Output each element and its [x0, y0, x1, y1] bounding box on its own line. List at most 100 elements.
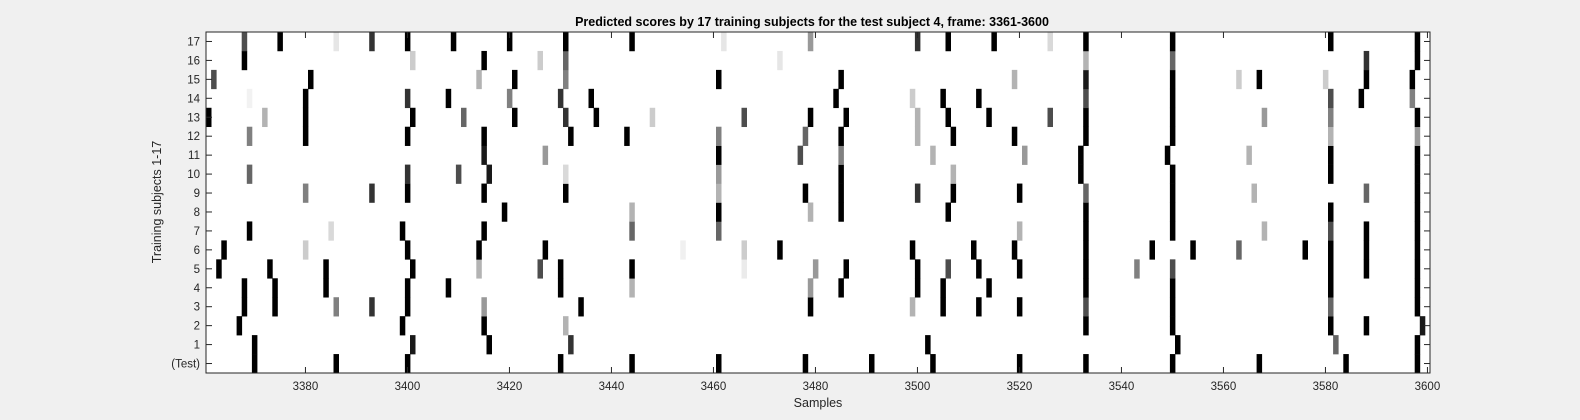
heatmap-cell	[1328, 316, 1334, 336]
heatmap-cell	[930, 354, 936, 374]
heatmap-cell	[950, 183, 957, 203]
heatmap-cell	[1328, 145, 1334, 165]
heatmap-cell	[445, 88, 452, 109]
heatmap-cell	[945, 202, 951, 222]
y-tick-label: 8	[194, 207, 200, 219]
heatmap-cell	[481, 221, 487, 241]
heatmap-cell	[506, 32, 513, 52]
heatmap-cell	[563, 164, 569, 184]
heatmap-cell	[950, 164, 957, 184]
heatmap-cell	[1083, 221, 1089, 241]
y-tick-label: 12	[187, 131, 200, 143]
heatmap-cell	[1164, 145, 1171, 165]
heatmap-cell	[838, 164, 844, 184]
y-tick-label: 15	[187, 74, 200, 86]
heatmap-cell	[1409, 69, 1416, 90]
heatmap-cell	[241, 32, 248, 52]
heatmap-cell	[1083, 202, 1089, 222]
heatmap-cell	[909, 88, 916, 109]
heatmap-cell	[1414, 107, 1421, 128]
heatmap-cell	[1414, 335, 1421, 355]
heatmap-cell	[333, 354, 339, 374]
heatmap-cell	[404, 278, 411, 298]
x-tick-label: 3480	[803, 381, 829, 393]
x-axis-label: Samples	[794, 396, 843, 410]
heatmap-cell	[1414, 354, 1421, 374]
heatmap-cell	[557, 259, 564, 279]
heatmap-cell	[1083, 50, 1089, 71]
heatmap-cell	[1011, 126, 1018, 146]
heatmap-cell	[267, 259, 273, 279]
heatmap-cell	[1047, 107, 1053, 128]
heatmap-cell	[1256, 354, 1263, 374]
heatmap-cell	[1414, 145, 1421, 165]
heatmap-cell	[629, 259, 635, 279]
y-axis-label: Training subjects 1-17	[150, 141, 164, 264]
y-tick-label: 9	[194, 188, 200, 200]
x-tick-label: 3400	[395, 381, 421, 393]
heatmap-cell	[807, 297, 814, 317]
heatmap-cell	[1363, 69, 1370, 90]
x-tick-label: 3580	[1313, 381, 1339, 393]
heatmap-cell	[1246, 145, 1252, 165]
heatmap-cell	[802, 183, 809, 203]
heatmap-cell	[251, 335, 258, 355]
heatmap-cell	[369, 183, 375, 203]
heatmap-cell	[807, 202, 814, 222]
x-tick-label: 3500	[905, 381, 931, 393]
heatmap-cell	[741, 259, 747, 279]
y-tick-label: 7	[194, 226, 200, 238]
heatmap-cell	[1175, 335, 1181, 355]
heatmap-cell	[410, 259, 416, 279]
heatmap-cell	[404, 88, 411, 109]
heatmap-cell	[991, 32, 997, 52]
heatmap-cell	[246, 126, 253, 146]
heatmap-cell	[333, 32, 339, 52]
heatmap-cell	[262, 107, 268, 128]
heatmap-cell	[1083, 88, 1089, 109]
heatmap-cell	[976, 259, 982, 279]
heatmap-cell	[914, 183, 921, 203]
heatmap-cell	[1414, 32, 1421, 52]
heatmap-cell	[716, 69, 722, 90]
heatmap-cell	[1363, 259, 1370, 279]
heatmap-cell	[629, 354, 635, 374]
heatmap-cell	[1261, 107, 1268, 128]
heatmap-cell	[369, 297, 375, 317]
heatmap-cell	[404, 164, 411, 184]
heatmap-cell	[843, 259, 849, 279]
heatmap-cell	[914, 107, 921, 128]
heatmap-cell	[716, 183, 722, 203]
heatmap-cell	[649, 107, 656, 128]
heatmap-cell	[512, 69, 518, 90]
plot-frame	[205, 31, 1431, 374]
heatmap-cell	[302, 240, 309, 260]
heatmap-cell	[1169, 164, 1176, 184]
heatmap-cell	[1149, 240, 1155, 260]
heatmap-cell	[563, 50, 569, 71]
heatmap-cell	[1134, 259, 1140, 279]
heatmap-cell	[807, 32, 814, 52]
x-tick-label: 3460	[701, 381, 727, 393]
heatmap-cell	[246, 221, 253, 241]
heatmap-cell	[838, 278, 844, 298]
heatmap-cell	[486, 164, 492, 184]
heatmap-cell	[1047, 32, 1053, 52]
heatmap-cell	[1414, 221, 1421, 241]
heatmap-cell	[1169, 202, 1176, 222]
x-tick-label: 3380	[293, 381, 319, 393]
heatmap-cell	[568, 335, 574, 355]
heatmap-cell	[1083, 297, 1089, 317]
heatmap-cell	[945, 107, 951, 128]
heatmap-cell	[506, 88, 513, 109]
heatmap-cell	[1328, 297, 1334, 317]
heatmap-cell	[1414, 259, 1421, 279]
heatmap-cell	[302, 126, 309, 146]
heatmap-cell	[838, 183, 844, 203]
heatmap-cell	[741, 240, 747, 260]
heatmap-cell	[404, 183, 411, 203]
marks-layer	[206, 32, 1426, 374]
heatmap-cell	[1414, 278, 1421, 298]
heatmap-cell	[1328, 88, 1334, 109]
